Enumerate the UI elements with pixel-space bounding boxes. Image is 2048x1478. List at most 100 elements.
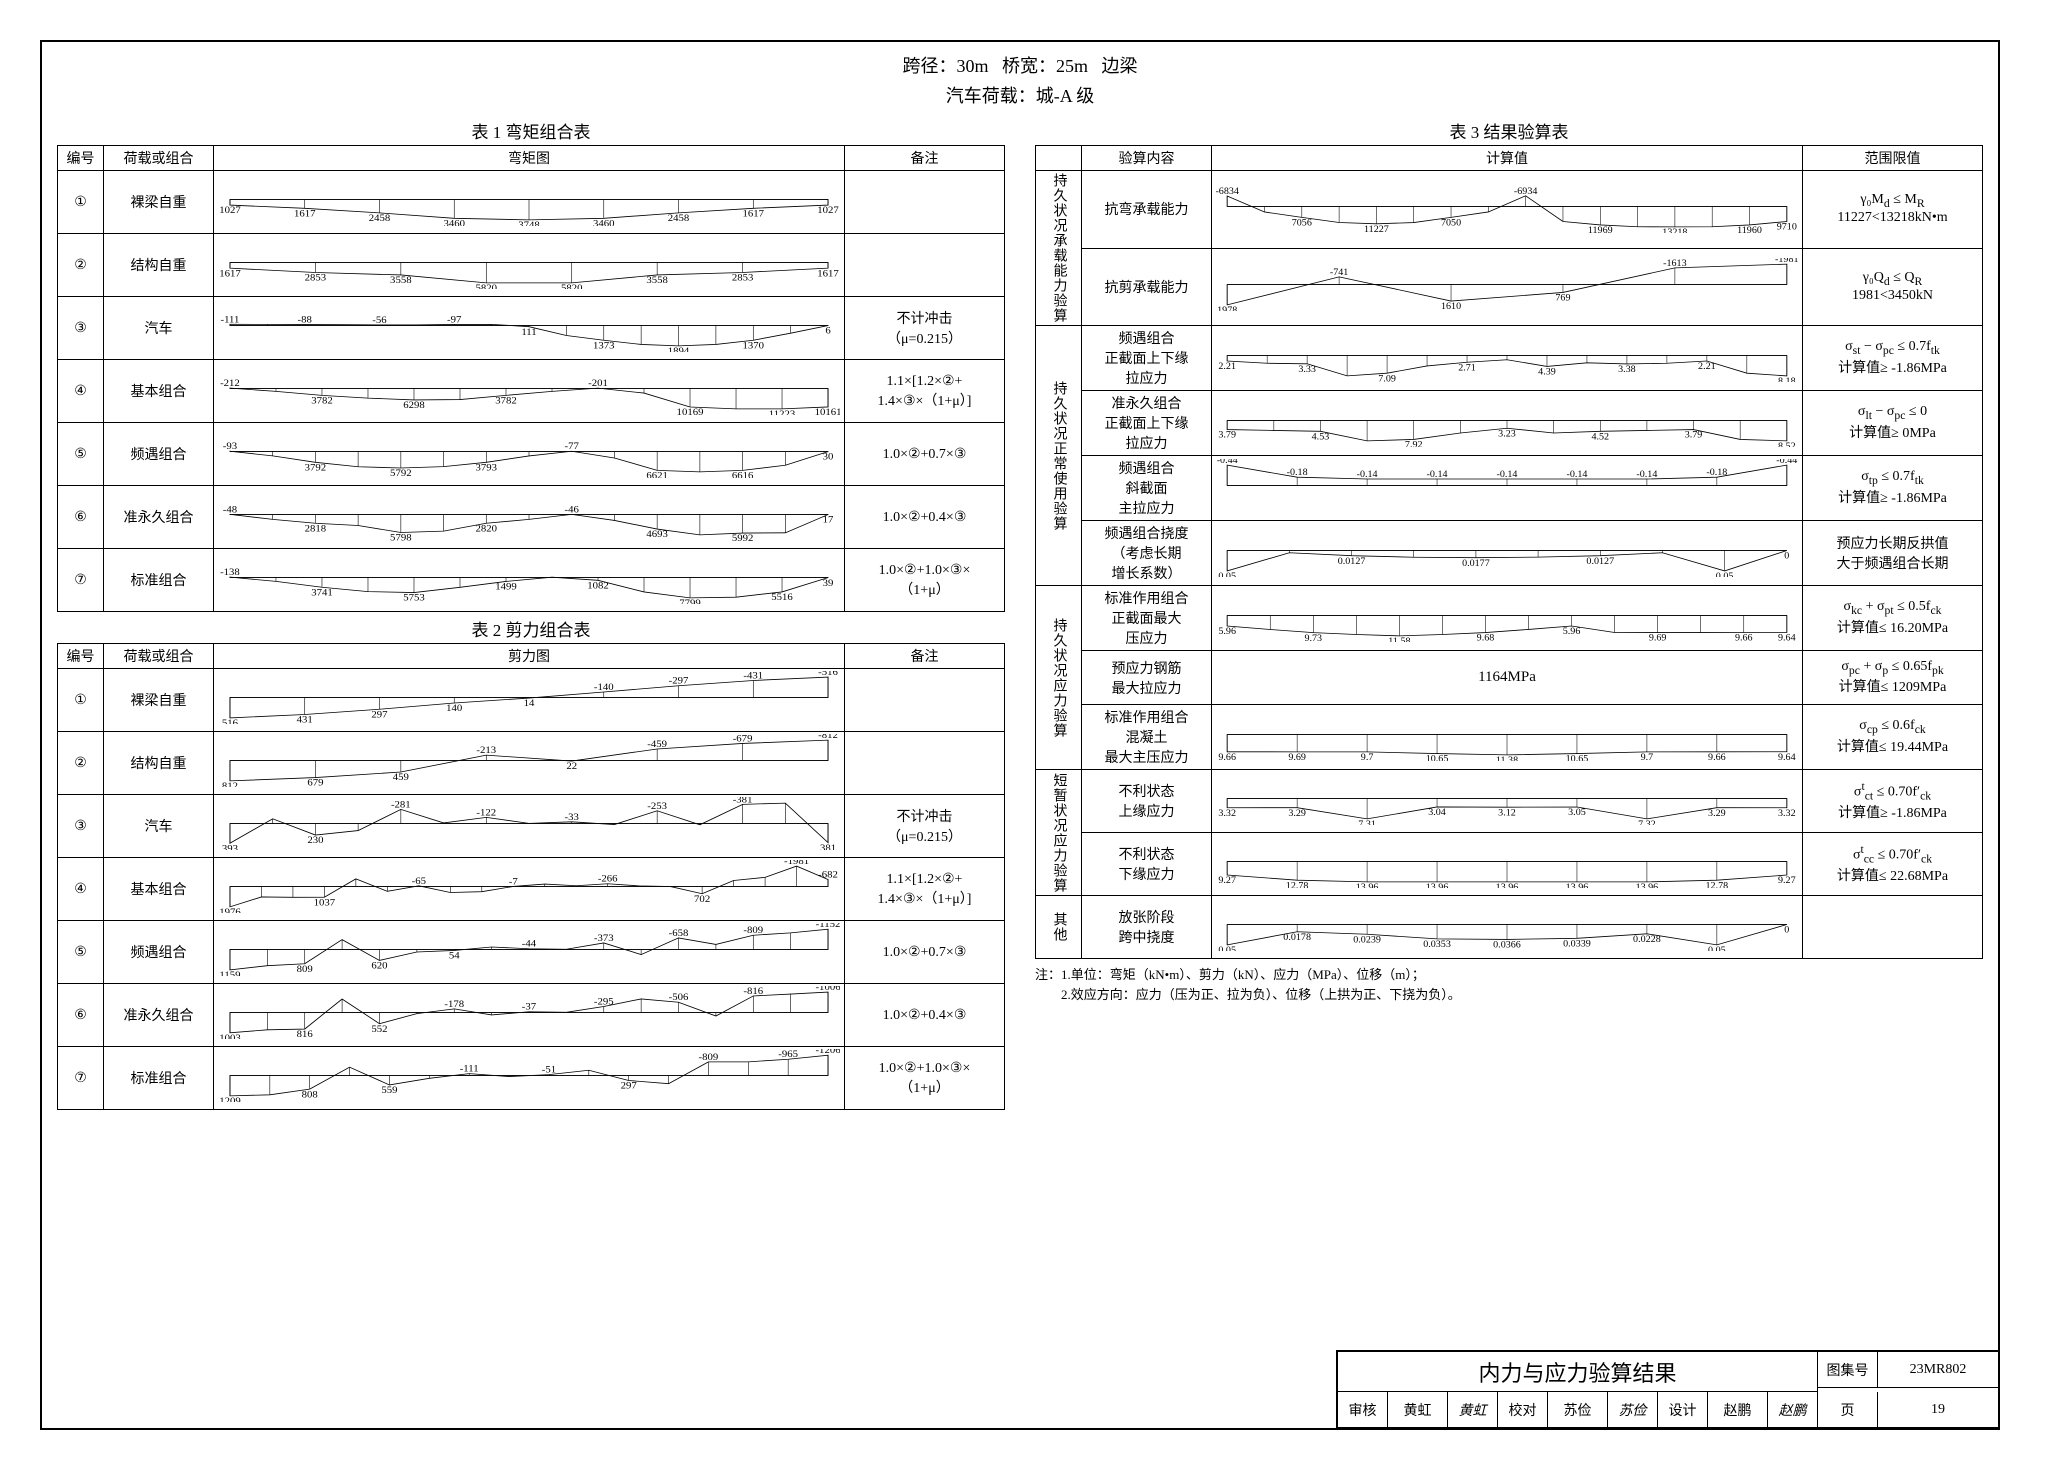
svg-text:-0.14: -0.14 bbox=[1427, 469, 1448, 479]
svg-text:6298: 6298 bbox=[403, 401, 425, 411]
svg-text:-516: -516 bbox=[818, 671, 838, 678]
t3-h3: 范围限值 bbox=[1803, 146, 1983, 171]
svg-text:14: 14 bbox=[524, 699, 535, 709]
row-idx: ① bbox=[58, 171, 104, 234]
svg-text:5798: 5798 bbox=[390, 533, 412, 541]
sheet-header: 跨径：30m 桥宽：25m 边梁 汽车荷载：城-A 级 bbox=[57, 52, 1983, 108]
row-remark bbox=[845, 234, 1005, 297]
svg-text:1082: 1082 bbox=[587, 581, 609, 591]
row-idx: ⑦ bbox=[58, 549, 104, 612]
svg-text:1499: 1499 bbox=[495, 582, 517, 592]
check-name: 标准作用组合正截面最大压应力 bbox=[1082, 586, 1212, 651]
check-diagram: 3.323.297.313.043.123.057.323.293.32 bbox=[1212, 770, 1803, 833]
check-name: 频遇组合正截面上下缘拉应力 bbox=[1082, 326, 1212, 391]
svg-text:1003: 1003 bbox=[219, 1034, 241, 1039]
svg-text:3782: 3782 bbox=[495, 396, 517, 406]
svg-text:-46: -46 bbox=[565, 505, 579, 515]
table-row: 标准作用组合混凝土最大主压应力 9.669.699.710.6511.3810.… bbox=[1036, 705, 1983, 770]
svg-text:13218: 13218 bbox=[1662, 228, 1687, 234]
svg-text:-213: -213 bbox=[476, 746, 496, 756]
table-row: 其他放张阶段跨中挠度 0.050.01780.02390.03530.03660… bbox=[1036, 896, 1983, 959]
svg-text:12.78: 12.78 bbox=[1286, 881, 1309, 888]
svg-text:9.27: 9.27 bbox=[1218, 876, 1236, 886]
svg-text:7056: 7056 bbox=[1292, 218, 1312, 228]
svg-text:0.05: 0.05 bbox=[1218, 945, 1236, 951]
table-row: ③ 汽车 -111-88-56-971111373189413706 不计冲击（… bbox=[58, 297, 1005, 360]
table-row: ⑦ 标准组合 1209808559-111-51297-809-965-1206… bbox=[58, 1047, 1005, 1110]
t1-h3: 备注 bbox=[845, 146, 1005, 171]
row-remark: 不计冲击（μ=0.215） bbox=[845, 297, 1005, 360]
svg-text:5753: 5753 bbox=[403, 593, 425, 603]
svg-text:809: 809 bbox=[297, 965, 313, 975]
svg-text:516: 516 bbox=[222, 719, 238, 724]
svg-text:3.79: 3.79 bbox=[1685, 430, 1703, 440]
row-diagram: 1003816552-178-37-295-506-816-1006 bbox=[214, 984, 845, 1047]
svg-text:0.0127: 0.0127 bbox=[1338, 556, 1366, 566]
svg-text:-0.18: -0.18 bbox=[1706, 468, 1727, 478]
svg-text:-0.18: -0.18 bbox=[1287, 468, 1308, 478]
svg-text:0.0366: 0.0366 bbox=[1493, 940, 1521, 950]
svg-text:-51: -51 bbox=[542, 1065, 556, 1075]
svg-text:3.12: 3.12 bbox=[1498, 808, 1516, 818]
svg-text:0.05: 0.05 bbox=[1218, 571, 1236, 577]
row-idx: ⑥ bbox=[58, 486, 104, 549]
svg-text:3.05: 3.05 bbox=[1568, 808, 1586, 818]
svg-text:140: 140 bbox=[446, 704, 462, 714]
review-label: 审核 bbox=[1338, 1392, 1388, 1428]
svg-text:-816: -816 bbox=[743, 987, 763, 997]
svg-text:3.79: 3.79 bbox=[1218, 430, 1236, 440]
svg-text:11960: 11960 bbox=[1737, 226, 1762, 234]
svg-text:-1006: -1006 bbox=[815, 986, 840, 993]
svg-text:7.09: 7.09 bbox=[1378, 374, 1396, 382]
svg-text:9.66: 9.66 bbox=[1708, 752, 1726, 761]
row-remark bbox=[845, 732, 1005, 795]
row-name: 裸梁自重 bbox=[104, 669, 214, 732]
check-name: 频遇组合挠度（考虑长期增长系数） bbox=[1082, 521, 1212, 586]
row-diagram: 812679459-21322-459-679-812 bbox=[214, 732, 845, 795]
svg-text:297: 297 bbox=[621, 1081, 637, 1091]
svg-text:1617: 1617 bbox=[294, 209, 316, 219]
svg-text:9.73: 9.73 bbox=[1304, 633, 1322, 642]
svg-text:3782: 3782 bbox=[311, 396, 333, 406]
svg-text:-682: -682 bbox=[818, 870, 838, 880]
svg-text:459: 459 bbox=[393, 773, 409, 783]
table-row: ② 结构自重 812679459-21322-459-679-812 bbox=[58, 732, 1005, 795]
svg-text:-33: -33 bbox=[565, 812, 579, 822]
svg-text:-297: -297 bbox=[669, 676, 689, 686]
table2-title: 表 2 剪力组合表 bbox=[57, 616, 1005, 641]
svg-text:3.29: 3.29 bbox=[1288, 808, 1306, 818]
svg-text:-111: -111 bbox=[220, 315, 239, 325]
page-label: 页 bbox=[1818, 1392, 1878, 1428]
svg-text:1894: 1894 bbox=[668, 347, 690, 352]
check-diagram: 0.050.01780.02390.03530.03660.03390.0228… bbox=[1212, 896, 1803, 959]
table-row: 准永久组合正截面上下缘拉应力 3.794.537.923.234.523.798… bbox=[1036, 391, 1983, 456]
span-label: 跨径：30m bbox=[902, 56, 988, 76]
row-diagram: 19761037-65-7-266702-1981-682 bbox=[214, 858, 845, 921]
check-name: 抗弯承载能力 bbox=[1082, 171, 1212, 249]
row-name: 标准组合 bbox=[104, 549, 214, 612]
check-name: 不利状态下缘应力 bbox=[1082, 833, 1212, 896]
svg-text:7.92: 7.92 bbox=[1405, 440, 1423, 447]
table-row: 频遇组合挠度（考虑长期增长系数） 0.050.01270.01770.01270… bbox=[1036, 521, 1983, 586]
row-idx: ④ bbox=[58, 858, 104, 921]
svg-text:816: 816 bbox=[297, 1030, 313, 1039]
row-remark: 1.0×②+0.4×③ bbox=[845, 984, 1005, 1047]
svg-text:2853: 2853 bbox=[732, 273, 754, 283]
row-diagram: -93379257923793-776621661630 bbox=[214, 423, 845, 486]
svg-text:-65: -65 bbox=[412, 876, 426, 886]
check-limit: σtct ≤ 0.70f′ck计算值≥ -1.86MPa bbox=[1803, 770, 1983, 833]
svg-text:5.96: 5.96 bbox=[1563, 627, 1581, 637]
check-limit: σkc + σpt ≤ 0.5fck计算值≤ 16.20MPa bbox=[1803, 586, 1983, 651]
svg-text:30: 30 bbox=[823, 452, 834, 462]
row-name: 汽车 bbox=[104, 795, 214, 858]
svg-text:13.96: 13.96 bbox=[1636, 882, 1659, 888]
svg-text:0.0127: 0.0127 bbox=[1586, 556, 1614, 566]
svg-text:9.7: 9.7 bbox=[1361, 752, 1374, 761]
svg-text:11969: 11969 bbox=[1588, 226, 1613, 234]
check-limit bbox=[1803, 896, 1983, 959]
svg-text:-373: -373 bbox=[594, 934, 614, 944]
svg-text:-6834: -6834 bbox=[1216, 187, 1239, 197]
row-diagram: -212378262983782-201101691122310161 bbox=[214, 360, 845, 423]
svg-text:0: 0 bbox=[1784, 925, 1789, 935]
svg-text:-88: -88 bbox=[298, 315, 312, 325]
